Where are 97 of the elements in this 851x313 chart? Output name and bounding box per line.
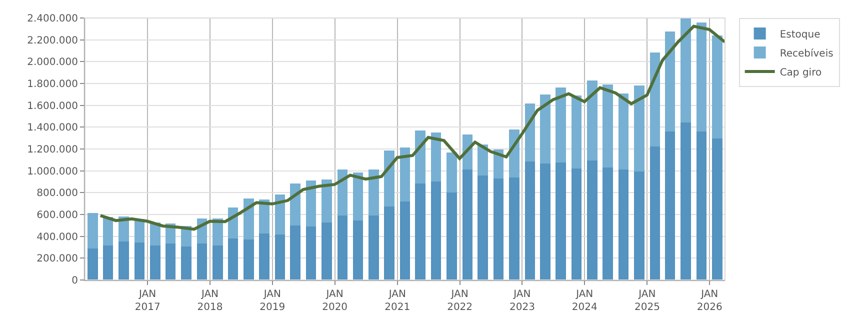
bar	[634, 85, 644, 172]
bar	[556, 87, 566, 163]
bar	[430, 182, 442, 280]
bar	[696, 131, 707, 280]
bar	[618, 170, 629, 280]
x-tick-label: JAN 2019	[260, 289, 286, 313]
bar	[88, 212, 98, 249]
bar	[274, 194, 286, 235]
bar	[462, 170, 473, 280]
bar	[368, 216, 379, 280]
bar	[618, 93, 629, 170]
bar	[430, 132, 442, 182]
bar	[212, 246, 223, 280]
bar	[664, 131, 676, 280]
x-tick-label: JAN 2023	[509, 289, 535, 313]
bar	[290, 226, 300, 280]
x-tick-label: JAN 2021	[384, 289, 410, 313]
bar	[556, 162, 566, 280]
x-tick-label: JAN 2022	[447, 289, 473, 313]
y-tick-label: 400.000	[36, 232, 78, 243]
x-tick-label: JAN 2018	[197, 289, 223, 313]
bar	[540, 94, 550, 164]
bar	[181, 246, 192, 280]
x-tick-label: JAN 2024	[572, 289, 598, 313]
y-tick-label: 1.200.000	[27, 144, 78, 156]
bar	[337, 216, 348, 280]
bar	[306, 226, 316, 280]
bar	[196, 244, 208, 280]
bar	[337, 170, 348, 216]
bar	[712, 35, 722, 138]
bar	[571, 168, 582, 280]
bar	[446, 192, 457, 280]
bar	[524, 161, 536, 280]
bar	[664, 31, 676, 132]
bar	[509, 177, 520, 280]
y-tick-label: 2.000.000	[27, 57, 78, 68]
bar	[712, 138, 722, 280]
bar	[602, 84, 613, 168]
bar	[102, 217, 114, 246]
bar	[587, 160, 598, 280]
bar	[650, 146, 660, 280]
bar	[352, 172, 364, 221]
y-tick-label: 1.000.000	[27, 166, 78, 178]
bar	[680, 122, 691, 280]
bar	[368, 170, 379, 216]
x-tick-label: JAN 2025	[634, 289, 660, 313]
bar	[259, 200, 270, 234]
bar	[478, 176, 488, 280]
bar	[259, 234, 270, 280]
y-tick-label: 1.800.000	[27, 79, 78, 90]
bar	[134, 242, 145, 280]
bar	[415, 130, 426, 184]
legend-label: Recebíveis	[780, 48, 834, 60]
bar	[244, 198, 254, 240]
y-tick-label: 600.000	[36, 210, 78, 221]
bar	[306, 180, 316, 227]
y-tick-label: 800.000	[36, 188, 78, 200]
bar	[493, 178, 504, 280]
bar	[400, 202, 410, 280]
bar	[400, 147, 410, 202]
bar	[228, 238, 238, 280]
y-tick-label: 1.600.000	[27, 100, 78, 112]
y-tick-label: 2.400.000	[27, 14, 78, 24]
bar	[478, 144, 488, 176]
y-tick-label: 2.200.000	[27, 35, 78, 46]
y-tick-label: 0	[72, 276, 78, 286]
x-tick-label: JAN 2020	[322, 289, 348, 313]
bar	[696, 22, 707, 132]
bar	[540, 164, 550, 280]
bar	[274, 234, 286, 280]
bar	[352, 220, 364, 280]
bar	[165, 244, 176, 280]
legend-label: Cap giro	[780, 67, 822, 78]
bar	[118, 242, 129, 280]
bar	[322, 222, 332, 280]
x-tick-label: JAN 2017	[134, 289, 160, 313]
bar	[634, 171, 644, 280]
bar	[587, 80, 598, 160]
bar	[415, 184, 426, 280]
legend-label: Estoque	[780, 29, 820, 40]
bar	[322, 180, 332, 223]
bar	[384, 150, 394, 207]
bar	[102, 246, 114, 280]
bar	[290, 184, 300, 226]
bar	[650, 52, 660, 146]
bar	[446, 152, 457, 193]
x-tick-label: JAN 2026	[696, 289, 722, 313]
bar	[150, 246, 160, 280]
bar	[244, 240, 254, 280]
bar	[680, 18, 691, 122]
bar	[602, 167, 613, 280]
y-tick-label: 200.000	[36, 254, 78, 265]
bar	[384, 206, 394, 280]
bar	[571, 95, 582, 169]
bar	[88, 248, 98, 280]
line-series	[98, 24, 725, 231]
y-tick-label: 1.400.000	[27, 122, 78, 134]
